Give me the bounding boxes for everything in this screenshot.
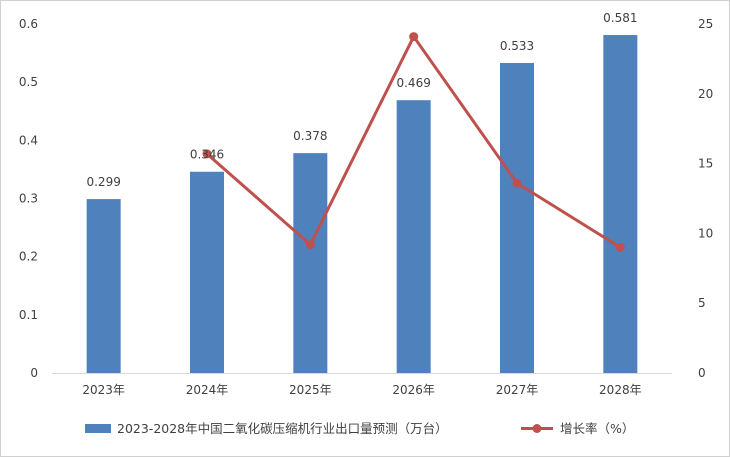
bar-data-label: 0.378 bbox=[293, 129, 327, 143]
bar bbox=[293, 153, 328, 373]
bar bbox=[500, 62, 534, 373]
growth-rate-point bbox=[305, 240, 315, 250]
legend-line-marker bbox=[532, 424, 542, 433]
y-right-tick-label: 15 bbox=[698, 157, 713, 171]
y-left-tick-label: 0.5 bbox=[19, 75, 38, 89]
y-left-tick-label: 0 bbox=[30, 366, 38, 380]
legend: 2023-2028年中国二氧化碳压缩机行业出口量预测（万台） 增长率（%） bbox=[85, 421, 634, 436]
bar-data-label: 0.469 bbox=[396, 76, 430, 90]
bar-data-label: 0.581 bbox=[603, 11, 637, 25]
legend-line-label: 增长率（%） bbox=[560, 421, 634, 436]
line-series bbox=[202, 32, 625, 252]
bar bbox=[86, 199, 121, 373]
x-tick-label: 2023年 bbox=[82, 383, 125, 397]
axes: 0 0.1 0.2 0.3 0.4 0.5 0.6 0 5 10 15 20 25 2023年 2024年 2… bbox=[19, 17, 713, 397]
growth-rate-point bbox=[615, 242, 625, 252]
y-right-tick-label: 25 bbox=[698, 17, 713, 31]
y-left-tick-label: 0.3 bbox=[19, 192, 38, 206]
y-right-tick-label: 0 bbox=[698, 366, 706, 380]
x-tick-label: 2027年 bbox=[496, 383, 539, 397]
y-right-tick-label: 10 bbox=[698, 226, 713, 240]
bar-data-label: 0.299 bbox=[86, 175, 120, 189]
growth-rate-point bbox=[512, 178, 522, 188]
y-left-tick-label: 0.6 bbox=[19, 17, 38, 31]
y-left-tick-label: 0.1 bbox=[19, 308, 38, 322]
y-right-tick-label: 20 bbox=[698, 87, 713, 101]
x-tick-label: 2026年 bbox=[392, 383, 435, 397]
y-left-tick-label: 0.2 bbox=[19, 250, 38, 264]
growth-rate-point bbox=[202, 149, 212, 159]
data-labels: 0.299 0.346 0.378 0.469 0.533 0.581 bbox=[86, 11, 637, 189]
growth-rate-point bbox=[409, 32, 419, 42]
y-left-tick-label: 0.4 bbox=[19, 133, 38, 147]
bar-data-label: 0.346 bbox=[190, 148, 224, 162]
bar-data-label: 0.533 bbox=[500, 39, 534, 53]
y-right-tick-label: 5 bbox=[698, 296, 706, 310]
bar bbox=[190, 171, 224, 373]
legend-bar-label: 2023-2028年中国二氧化碳压缩机行业出口量预测（万台） bbox=[117, 421, 448, 436]
legend-bar-swatch bbox=[85, 424, 111, 433]
x-tick-label: 2025年 bbox=[289, 383, 332, 397]
x-tick-label: 2028年 bbox=[599, 383, 642, 397]
bar-series bbox=[86, 35, 638, 373]
x-tick-label: 2024年 bbox=[186, 383, 229, 397]
bar bbox=[603, 35, 638, 373]
bar bbox=[396, 100, 431, 373]
